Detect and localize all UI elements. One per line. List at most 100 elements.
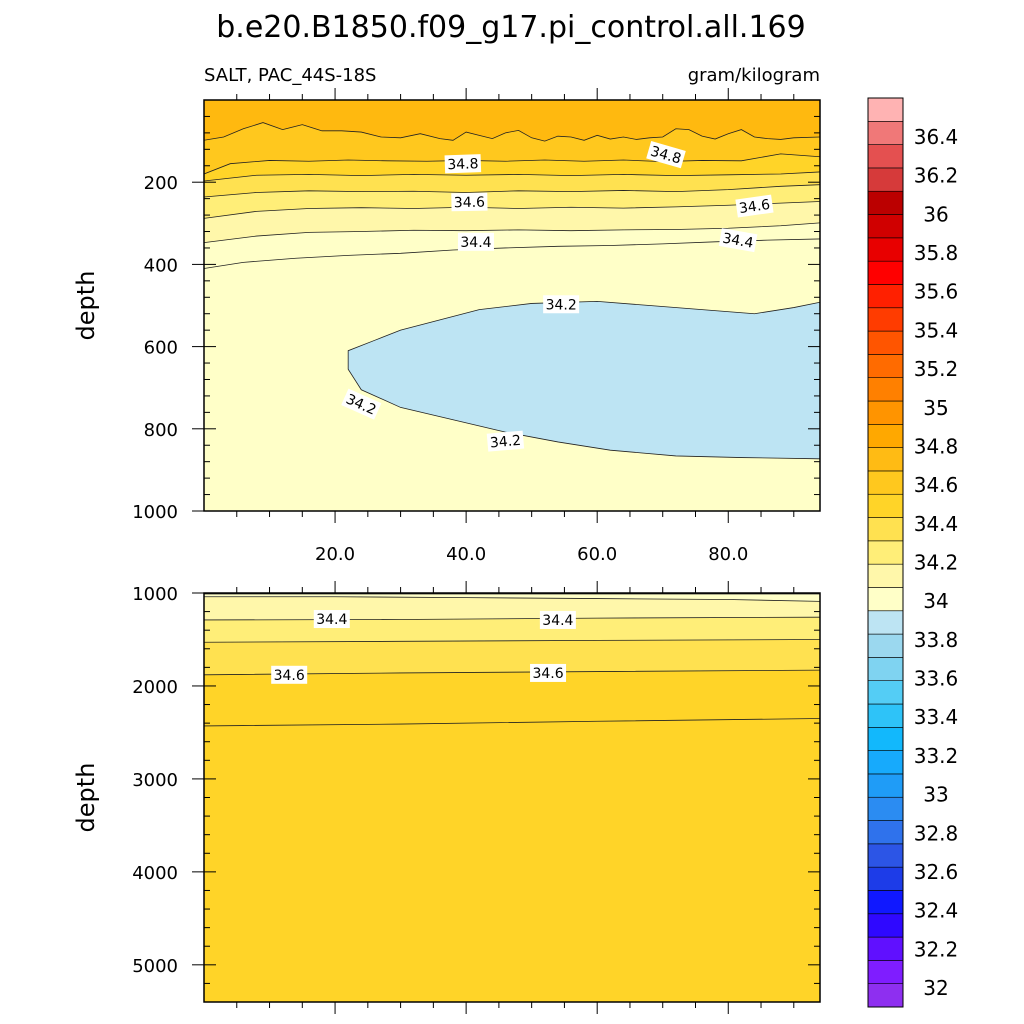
lower-filled-bands	[204, 593, 820, 726]
contour-label-box	[543, 295, 580, 314]
contour-label: 34.2	[543, 295, 580, 314]
lower-panel: 34.4 34.4 34.6 34.6 1000 2000 3000 4000 5000 dept…	[72, 581, 821, 1014]
colorbar-swatch	[867, 214, 904, 239]
colorbar-label: 33	[923, 783, 948, 807]
colorbar-swatch	[867, 470, 904, 495]
band-below-34.2	[348, 301, 820, 459]
contour-label-text: 34.4	[542, 613, 573, 629]
colorbar-label: 36.2	[914, 164, 959, 188]
colorbar-swatch	[867, 773, 904, 798]
colorbar-swatch	[867, 330, 904, 355]
colorbar-swatch	[867, 167, 904, 192]
contour-label: 34.4	[457, 232, 494, 251]
contour-label-text: 34.6	[738, 197, 771, 217]
colorbar-swatch	[867, 680, 904, 705]
colorbar-label: 32.8	[914, 821, 959, 845]
colorbar-swatch	[867, 866, 904, 891]
colorbar-label: 35.4	[914, 318, 959, 342]
contour-line-34.55	[204, 639, 820, 643]
x-tick-label: 60.0	[577, 544, 617, 565]
y-tick-label: 200	[144, 173, 178, 194]
colorbar-swatch	[867, 936, 904, 961]
colorbar-swatch	[867, 983, 904, 1008]
colorbar-label: 35.8	[914, 241, 959, 265]
contour-label-box	[313, 610, 350, 629]
contour-line-34.5	[204, 201, 820, 219]
band-34.4-34.5	[204, 596, 820, 620]
colorbar-swatch	[867, 424, 904, 448]
colorbar-label: 35.2	[914, 357, 959, 381]
colorbar-swatch	[867, 657, 904, 681]
contour-label-text: 34.2	[546, 297, 577, 313]
x-tick-label: 40.0	[446, 544, 486, 565]
contour-label-text: 34.4	[721, 231, 755, 252]
subtitle-left: SALT, PAC_44S-18S	[204, 65, 377, 86]
contour-label: 34.8	[444, 154, 482, 174]
contour-label-box	[530, 663, 567, 682]
y-tick-label: 600	[144, 338, 178, 359]
contour-label: 34.4	[313, 610, 350, 629]
chart-title: b.e20.B1850.f09_g17.pi_control.all.169	[216, 10, 805, 45]
colorbar-swatch	[867, 633, 904, 658]
colorbar-swatch	[867, 960, 904, 984]
x-tick-label: 20.0	[315, 544, 355, 565]
contour-line-34.7	[204, 718, 820, 727]
contour-label: 34.6	[735, 194, 774, 218]
y-tick-label: 400	[144, 255, 178, 276]
colorbar-label: 34.2	[914, 551, 959, 575]
colorbar-swatch	[867, 97, 904, 122]
colorbar-swatch	[867, 843, 904, 868]
y-tick-label: 3000	[132, 770, 178, 791]
colorbar-swatch	[867, 354, 904, 378]
lower-contour-lines	[204, 593, 820, 727]
colorbar-swatch	[867, 750, 904, 775]
contour-line-34.3	[204, 238, 820, 269]
subtitle-right: gram/kilogram	[688, 65, 820, 86]
colorbar-swatch	[867, 610, 904, 635]
colorbar-swatch	[867, 493, 904, 518]
colorbar-label: 33.8	[914, 628, 959, 652]
contour-label-box	[646, 141, 686, 169]
contour-line-34.2	[347, 300, 820, 460]
colorbar-swatch	[867, 913, 904, 938]
colorbar-swatch	[867, 400, 904, 425]
colorbar-label: 36.4	[914, 125, 959, 149]
contour-label-text: 34.6	[532, 666, 563, 682]
band-34.5-34.55	[204, 617, 820, 643]
colorbar-swatch	[867, 190, 904, 215]
contour-label-box	[341, 388, 382, 420]
y-tick-label: 1000	[132, 584, 178, 605]
y-tick-label: 4000	[132, 863, 178, 884]
colorbar-swatch	[867, 727, 904, 751]
contour-label-text: 34.4	[316, 612, 347, 628]
contour-label-text: 34.8	[447, 156, 479, 173]
contour-label: 34.4	[718, 228, 758, 253]
colorbar-label: 32.4	[914, 899, 959, 923]
colorbar-swatch	[867, 237, 904, 262]
colorbar-label: 34.4	[914, 512, 959, 536]
colorbar-swatch	[867, 307, 904, 332]
upper-frame	[203, 99, 821, 512]
contour-label-text: 34.6	[454, 195, 486, 212]
colorbar-swatch	[867, 447, 904, 472]
contour-label-box	[539, 610, 576, 629]
colorbar-swatch	[867, 377, 904, 402]
contour-line-34.6	[204, 184, 820, 198]
colorbar-swatch	[867, 284, 904, 309]
colorbar-swatch	[867, 517, 904, 542]
colorbar-label: 32.2	[914, 937, 959, 961]
contour-label-box	[486, 430, 525, 452]
y-tick-label: 2000	[132, 677, 178, 698]
contour-label: 34.4	[539, 610, 576, 629]
colorbar-swatch	[867, 260, 904, 285]
colorbar-frame	[867, 97, 904, 1008]
y-tick-label: 5000	[132, 956, 178, 977]
contour-line-34.5	[204, 616, 820, 621]
contour-label-box	[271, 665, 308, 684]
contour-label: 34.6	[271, 665, 308, 684]
colorbar-label: 32	[923, 976, 948, 1000]
colorbar-label: 33.2	[914, 744, 959, 768]
contour-line-34.4	[204, 596, 820, 602]
contour-label-box	[718, 228, 758, 253]
